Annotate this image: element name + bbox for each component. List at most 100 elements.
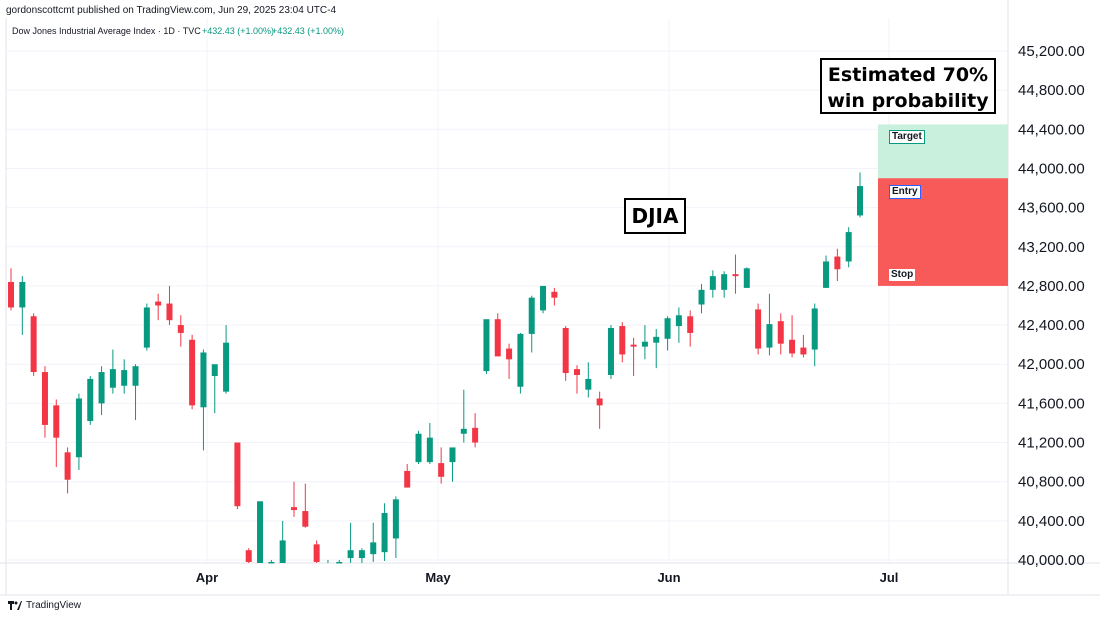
candle[interactable] xyxy=(574,365,580,394)
candle[interactable] xyxy=(562,326,569,381)
y-tick-label: 44,000.00 xyxy=(1018,160,1085,177)
candle[interactable] xyxy=(540,285,547,314)
candle[interactable] xyxy=(279,520,286,563)
candle[interactable] xyxy=(166,285,173,326)
candle[interactable] xyxy=(506,343,513,379)
y-tick-label: 41,600.00 xyxy=(1018,395,1085,412)
candle[interactable] xyxy=(596,391,603,429)
candle[interactable] xyxy=(245,548,252,563)
candle[interactable] xyxy=(30,313,37,376)
candle[interactable] xyxy=(121,359,128,394)
candle[interactable] xyxy=(528,295,535,353)
candle-body xyxy=(472,427,479,443)
candle[interactable] xyxy=(8,268,14,311)
candle[interactable] xyxy=(268,560,275,564)
candle[interactable] xyxy=(75,393,82,470)
candle[interactable] xyxy=(755,303,762,355)
candle-body xyxy=(766,324,773,348)
candle[interactable] xyxy=(743,267,750,288)
candle-body xyxy=(619,326,626,355)
candle[interactable] xyxy=(698,283,705,314)
candle[interactable] xyxy=(370,522,377,562)
candle[interactable] xyxy=(811,303,818,367)
candle-body xyxy=(721,274,728,290)
candle[interactable] xyxy=(721,271,728,298)
djia-label: DJIA xyxy=(624,198,686,234)
candle[interactable] xyxy=(313,540,320,563)
candle[interactable] xyxy=(200,349,207,451)
candle[interactable] xyxy=(800,334,807,358)
candle-body xyxy=(811,308,818,350)
candle[interactable] xyxy=(291,481,297,517)
y-tick-label: 40,800.00 xyxy=(1018,474,1085,491)
candle-body xyxy=(732,274,739,277)
candle[interactable] xyxy=(777,313,784,355)
candle[interactable] xyxy=(41,366,48,438)
candle[interactable] xyxy=(438,447,445,484)
candle[interactable] xyxy=(460,389,467,443)
candle-body xyxy=(483,319,490,372)
candle-body xyxy=(585,378,592,390)
candle[interactable] xyxy=(653,328,660,369)
candle[interactable] xyxy=(709,270,716,298)
candle-body xyxy=(834,256,841,270)
candles-layer xyxy=(8,172,863,564)
candle[interactable] xyxy=(607,325,614,379)
candle[interactable] xyxy=(766,293,773,356)
candle[interactable] xyxy=(630,337,637,376)
candle[interactable] xyxy=(404,464,411,488)
candle[interactable] xyxy=(449,447,456,482)
candle[interactable] xyxy=(675,307,682,343)
candle[interactable] xyxy=(132,364,139,421)
candle[interactable] xyxy=(845,227,852,268)
candle[interactable] xyxy=(98,366,105,416)
candle[interactable] xyxy=(19,276,26,335)
candle-body xyxy=(698,289,705,305)
candle[interactable] xyxy=(223,325,230,394)
candle[interactable] xyxy=(143,303,150,351)
candle[interactable] xyxy=(823,255,830,288)
candle[interactable] xyxy=(585,362,592,398)
candle-body xyxy=(381,513,388,553)
candle[interactable] xyxy=(53,399,60,468)
candle[interactable] xyxy=(472,413,479,448)
candle[interactable] xyxy=(336,560,343,564)
candle[interactable] xyxy=(234,442,241,510)
candle-body xyxy=(664,318,671,339)
candle[interactable] xyxy=(392,496,399,559)
candle-body xyxy=(64,452,71,480)
legend-change-2: +432.43 (+1.00%) xyxy=(272,26,344,36)
candle[interactable] xyxy=(358,548,365,563)
estimate-line-1: Estimated 70% xyxy=(827,64,989,86)
candle[interactable] xyxy=(494,313,501,357)
candle[interactable] xyxy=(381,503,388,561)
candle[interactable] xyxy=(857,172,863,218)
candle[interactable] xyxy=(789,315,796,358)
candle[interactable] xyxy=(177,315,184,347)
candle[interactable] xyxy=(189,334,196,410)
candle[interactable] xyxy=(109,349,116,394)
candle[interactable] xyxy=(302,483,309,528)
candle[interactable] xyxy=(732,254,739,294)
candle[interactable] xyxy=(426,422,433,465)
candle-body xyxy=(404,470,411,488)
candle[interactable] xyxy=(687,310,694,347)
candle[interactable] xyxy=(211,364,218,414)
candle-body xyxy=(607,328,614,375)
candle[interactable] xyxy=(517,332,524,394)
candle[interactable] xyxy=(415,430,422,465)
candle[interactable] xyxy=(64,447,71,494)
candle[interactable] xyxy=(155,293,162,321)
candle[interactable] xyxy=(664,316,671,351)
candle-body xyxy=(121,370,128,386)
candle[interactable] xyxy=(641,325,648,360)
candle[interactable] xyxy=(347,522,354,563)
y-axis: 40,000.00 40,400.00 40,800.00 41,200.00 41,6… xyxy=(1018,43,1085,569)
candle[interactable] xyxy=(551,287,558,306)
candle[interactable] xyxy=(834,248,841,282)
candle[interactable] xyxy=(257,501,264,563)
candle[interactable] xyxy=(619,322,626,363)
candle[interactable] xyxy=(87,375,94,425)
candle[interactable] xyxy=(483,319,490,375)
